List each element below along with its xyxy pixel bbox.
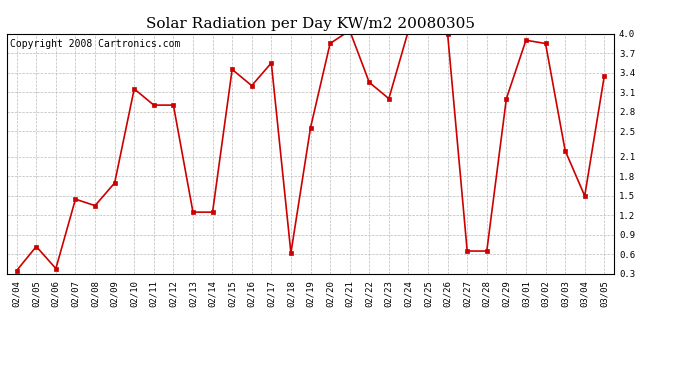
Text: Copyright 2008 Cartronics.com: Copyright 2008 Cartronics.com — [10, 39, 180, 48]
Title: Solar Radiation per Day KW/m2 20080305: Solar Radiation per Day KW/m2 20080305 — [146, 17, 475, 31]
